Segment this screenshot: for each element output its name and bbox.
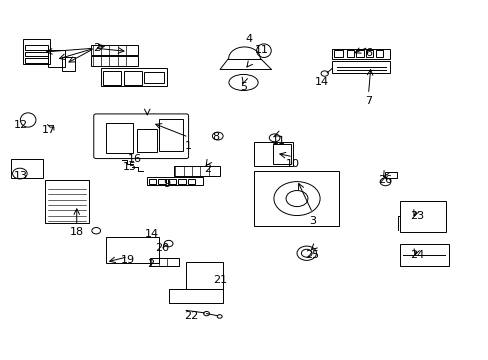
Bar: [136, 129, 157, 152]
Bar: [11, 158, 42, 178]
Bar: [101, 68, 166, 86]
Text: 4: 4: [245, 34, 252, 44]
Text: 7: 7: [364, 96, 371, 107]
Text: 25: 25: [305, 250, 319, 260]
Bar: [375, 50, 382, 58]
Text: 26: 26: [378, 175, 392, 185]
Bar: [399, 202, 446, 232]
Text: 5: 5: [240, 82, 246, 92]
Bar: [178, 179, 185, 184]
Text: 9: 9: [163, 179, 170, 189]
Text: 20: 20: [155, 243, 168, 253]
Text: 22: 22: [183, 311, 198, 321]
Bar: [356, 50, 363, 58]
Bar: [25, 52, 48, 57]
Bar: [331, 61, 389, 73]
Bar: [149, 258, 179, 266]
Text: 16: 16: [128, 154, 142, 163]
Bar: [159, 119, 183, 152]
Text: 18: 18: [70, 227, 83, 237]
Text: 21: 21: [213, 275, 227, 285]
Text: 13: 13: [14, 171, 28, 181]
Bar: [384, 172, 396, 178]
Text: 1: 1: [184, 141, 192, 151]
Text: 19: 19: [121, 255, 135, 265]
Bar: [25, 58, 48, 63]
Bar: [187, 179, 195, 184]
Text: 17: 17: [42, 125, 56, 135]
Bar: [399, 244, 448, 266]
Text: 11: 11: [271, 136, 285, 146]
Bar: [106, 237, 159, 263]
Bar: [346, 50, 353, 58]
Bar: [148, 179, 156, 184]
Bar: [168, 179, 176, 184]
Bar: [366, 50, 372, 58]
Text: 24: 24: [409, 250, 424, 260]
Bar: [91, 57, 137, 66]
Bar: [331, 49, 389, 59]
Text: 8: 8: [211, 132, 219, 142]
Bar: [254, 171, 339, 226]
Text: 3: 3: [308, 216, 315, 226]
Text: 10: 10: [285, 159, 300, 169]
Text: 2: 2: [204, 164, 211, 174]
Text: 2: 2: [147, 259, 154, 269]
Bar: [47, 50, 64, 67]
Bar: [106, 123, 132, 153]
Text: 15: 15: [123, 162, 137, 172]
Bar: [123, 71, 142, 85]
Bar: [103, 71, 121, 85]
Text: 14: 14: [315, 77, 329, 87]
Text: 11: 11: [254, 45, 268, 55]
Text: 6: 6: [364, 48, 371, 58]
Text: 2: 2: [92, 43, 100, 53]
Bar: [158, 179, 166, 184]
Text: 14: 14: [145, 229, 159, 239]
Bar: [23, 39, 50, 64]
Bar: [254, 143, 292, 166]
Bar: [62, 57, 75, 71]
Bar: [25, 45, 48, 50]
Text: 23: 23: [409, 211, 423, 221]
Text: 12: 12: [14, 120, 28, 130]
Bar: [174, 166, 220, 176]
Bar: [186, 262, 222, 289]
Bar: [91, 45, 137, 55]
Bar: [147, 177, 203, 185]
Bar: [144, 72, 163, 83]
Bar: [45, 180, 89, 223]
Bar: [334, 50, 343, 57]
Bar: [272, 144, 290, 164]
